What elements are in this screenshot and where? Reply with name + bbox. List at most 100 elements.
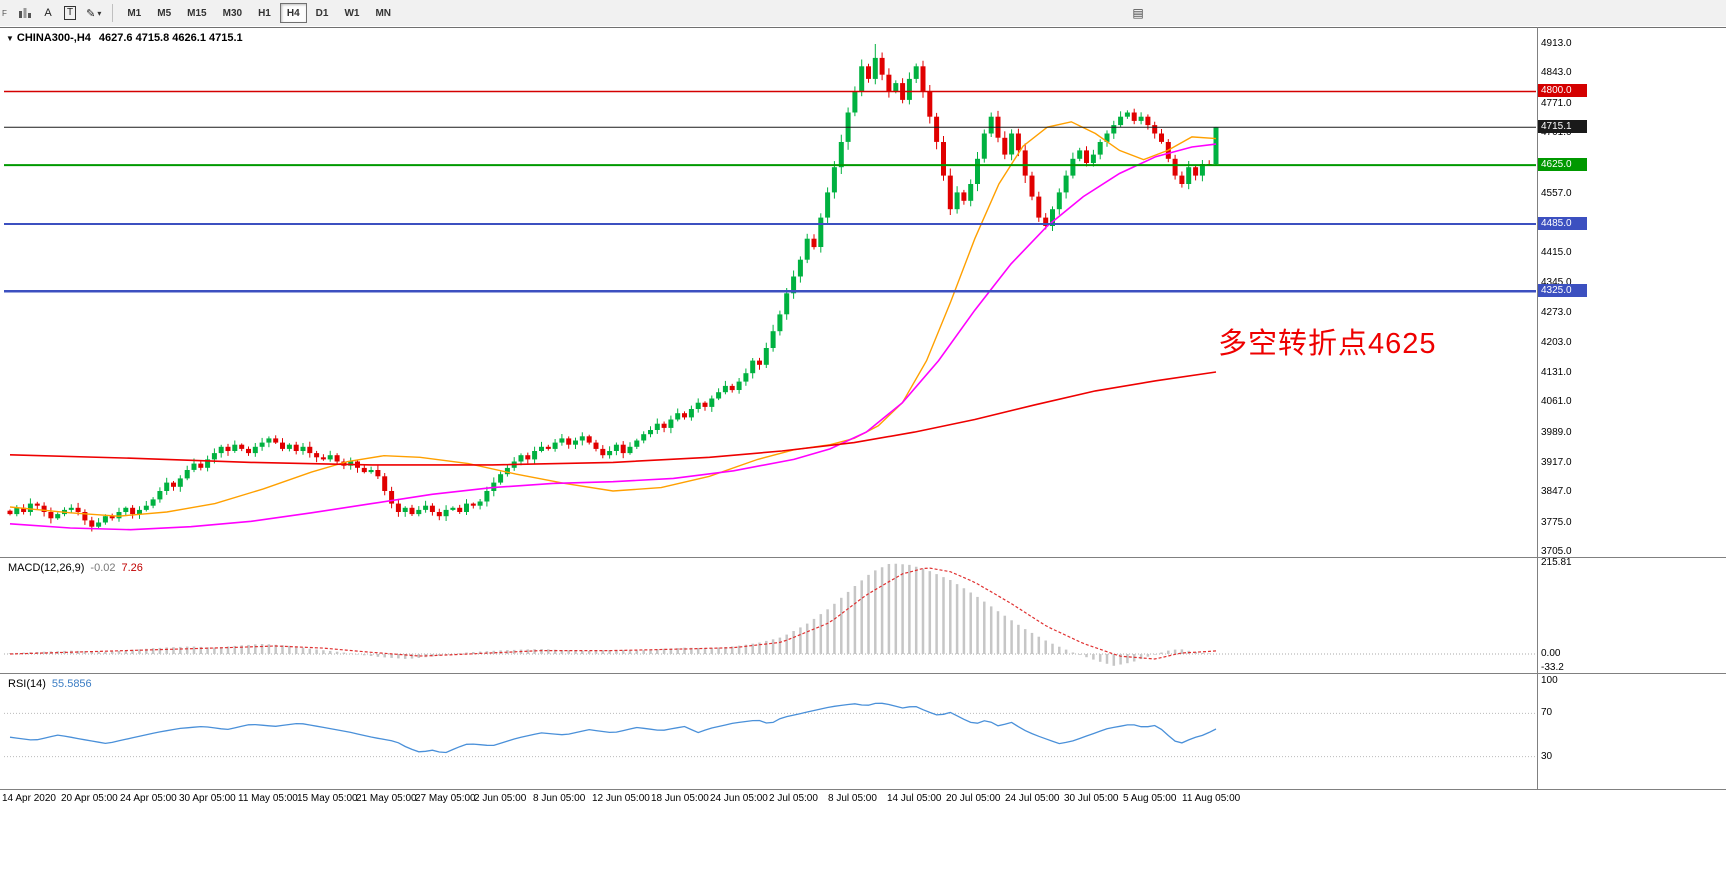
macd-layer [4, 563, 1536, 666]
mini-chart-icon [19, 8, 31, 18]
cursor-tool-button[interactable]: A [38, 3, 58, 23]
candle-body [504, 467, 510, 475]
price-axis[interactable] [1537, 28, 1726, 789]
candle-body [1213, 127, 1219, 164]
candle-body [225, 446, 231, 451]
candle-body [293, 444, 299, 451]
candle-body [532, 451, 538, 460]
timeframe-button-m5[interactable]: M5 [150, 3, 178, 23]
candle-body [143, 505, 149, 510]
timeframe-button-w1[interactable]: W1 [337, 3, 366, 23]
symbol-period-label: CHINA300-,H4 [16, 32, 91, 44]
candle-body [205, 459, 211, 468]
candle-body [1179, 175, 1185, 184]
main-chart-surface[interactable] [4, 28, 1536, 557]
candle-body [927, 91, 933, 117]
timeframe-button-mn[interactable]: MN [368, 3, 398, 23]
time-axis[interactable] [0, 790, 1726, 812]
candle-body [743, 373, 749, 382]
candle-body [852, 91, 858, 113]
candle-body [872, 57, 878, 79]
timeframe-button-m1[interactable]: M1 [120, 3, 148, 23]
timeframe-button-m30[interactable]: M30 [216, 3, 249, 23]
candle-body [498, 474, 504, 483]
timeframe-button-m15[interactable]: M15 [180, 3, 213, 23]
tile-windows-icon[interactable]: ▤ [1128, 3, 1148, 23]
candle-body [259, 442, 265, 447]
draw-tool-dropdown[interactable]: ✎ ▾ [82, 3, 105, 23]
candle-body [348, 461, 354, 466]
levels-layer [4, 90, 1536, 293]
candle-body [757, 360, 762, 365]
candle-body [838, 142, 844, 168]
candle-body [450, 507, 456, 510]
candle-body [1145, 116, 1151, 126]
pencil-icon: ✎ [86, 7, 96, 20]
candle-body [682, 413, 687, 418]
candle-body [886, 74, 892, 92]
candle-body [300, 446, 306, 451]
candle-body [941, 142, 946, 176]
candle-body [770, 331, 776, 348]
candle-body [382, 476, 388, 491]
macd-main-value: -0.02 [90, 562, 116, 574]
candle-body [1043, 217, 1049, 226]
slow-ma-line [9, 371, 1217, 466]
candle-body [627, 446, 633, 454]
candle-body [246, 448, 251, 454]
main-macd-separator[interactable] [0, 557, 1726, 558]
candle-body [171, 482, 176, 487]
candle-body [620, 444, 626, 454]
timeframe-button-h1[interactable]: H1 [251, 3, 278, 23]
chart-icon[interactable] [14, 3, 36, 23]
candle-body [27, 503, 33, 512]
candle-body [961, 192, 967, 201]
candle-body [239, 444, 245, 449]
candle-body [1193, 167, 1199, 176]
candle-body [1056, 192, 1062, 210]
candle-body [825, 192, 831, 218]
symbol-dropdown-icon[interactable]: ▼ [6, 34, 14, 43]
text-tool-button[interactable]: T [60, 3, 80, 23]
chevron-down-icon: ▾ [97, 8, 102, 18]
chart-text-annotation[interactable]: 多空转折点4625 [1218, 328, 1437, 360]
candle-body [804, 238, 810, 260]
candle-body [273, 438, 279, 443]
candle-body [457, 507, 463, 512]
toolbar-bottom-border [0, 27, 1726, 28]
candle-body [157, 491, 163, 500]
candle-body [559, 438, 565, 443]
candle-body [416, 509, 422, 515]
candle-body [1172, 158, 1178, 176]
candle-body [709, 398, 715, 407]
candle-body [429, 505, 435, 512]
candle-body [96, 522, 102, 527]
candle-body [191, 463, 197, 470]
candle-body [934, 116, 940, 142]
candle-body [75, 507, 81, 512]
macd-panel-surface[interactable] [4, 559, 1536, 673]
candle-body [368, 470, 374, 473]
timeframe-button-h4[interactable]: H4 [279, 3, 307, 23]
candle-body [1097, 142, 1103, 155]
timeframe-button-d1[interactable]: D1 [309, 3, 336, 23]
candle-body [811, 238, 817, 248]
candle-body [722, 385, 728, 393]
rsi-panel-surface[interactable] [4, 675, 1536, 789]
macd-name: MACD(12,26,9) [8, 562, 85, 574]
candle-body [586, 436, 592, 443]
rsi-value: 55.5856 [51, 678, 92, 690]
candle-body [552, 442, 558, 449]
candle-body [177, 478, 183, 487]
macd-signal-value: 7.26 [121, 562, 143, 574]
candle-body [716, 392, 722, 399]
candle-body [116, 512, 122, 519]
rsi-indicator-label: RSI(14) 55.5856 [8, 678, 92, 690]
candle-body [1118, 116, 1124, 126]
candle-body [68, 507, 74, 510]
candle-body [252, 446, 258, 454]
candle-body [1152, 125, 1158, 134]
candle-body [1036, 196, 1042, 218]
macd-rsi-separator[interactable] [0, 673, 1726, 674]
